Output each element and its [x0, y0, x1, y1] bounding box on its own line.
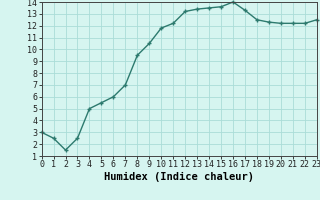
X-axis label: Humidex (Indice chaleur): Humidex (Indice chaleur) — [104, 172, 254, 182]
